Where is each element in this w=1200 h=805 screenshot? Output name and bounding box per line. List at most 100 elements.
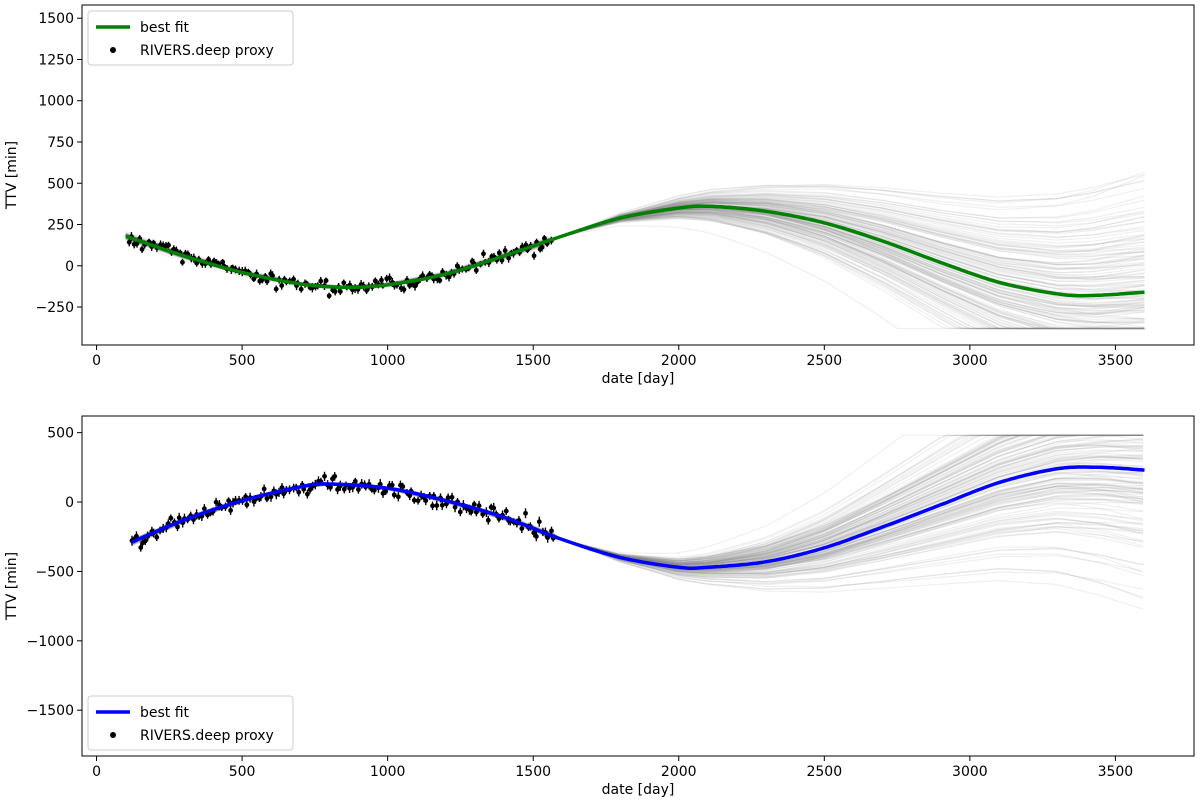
data-point [337, 289, 343, 294]
chart-panel-top: 0 500 1000 1500 2000 2500 3000 3500 −250 0 250 500 7… [4, 4, 1195, 387]
data-point [491, 505, 497, 511]
legend-marker-swatch [110, 732, 116, 738]
data-point [261, 486, 267, 492]
x-axis-label: date [day] [602, 782, 675, 798]
legend: best fit RIVERS.deep proxy [87, 10, 294, 66]
data-point [279, 283, 285, 288]
data-point [481, 251, 486, 257]
data-point [400, 484, 406, 489]
data-point [531, 253, 537, 259]
legend-label: RIVERS.deep proxy [140, 728, 274, 744]
data-point [356, 487, 361, 492]
data-point [206, 257, 211, 262]
data-point [228, 507, 234, 513]
data-point [318, 278, 324, 284]
x-tick-label: 1500 [515, 764, 551, 780]
data-point [264, 496, 270, 501]
data-point [395, 494, 401, 500]
data-point [389, 482, 395, 488]
data-point [445, 495, 451, 501]
chart-panel-bottom: 0 500 1000 1500 2000 2500 3000 3500 −1500 −1000 −5… [4, 415, 1195, 798]
data-point [420, 273, 426, 278]
data-point [506, 255, 512, 261]
data-point [454, 263, 460, 269]
data-point [307, 487, 313, 493]
y-tick-label: 750 [47, 135, 74, 151]
data-point [328, 484, 333, 490]
data-point [412, 283, 418, 289]
data-point [401, 287, 407, 292]
data-point [281, 491, 287, 497]
plot-area [129, 434, 1146, 610]
y-tick-label: 1500 [38, 11, 74, 27]
data-point [499, 257, 505, 263]
x-tick-label: 0 [92, 353, 101, 369]
data-point [341, 280, 347, 286]
data-point [326, 293, 332, 299]
y-tick-label: −250 [36, 300, 74, 316]
axes-frame [81, 415, 1195, 757]
data-point [503, 508, 509, 514]
x-tick-label: 3500 [1098, 353, 1134, 369]
data-point [364, 287, 369, 293]
x-tick-label: 3000 [952, 353, 988, 369]
x-tick-label: 2500 [806, 764, 842, 780]
y-tick-label: 1000 [38, 94, 74, 110]
data-point [383, 489, 389, 494]
y-tick-label: 500 [47, 426, 74, 442]
data-point [539, 244, 545, 250]
legend-marker-swatch [110, 47, 116, 53]
plot-area [125, 171, 1145, 330]
data-point [446, 274, 452, 280]
data-point [371, 487, 377, 493]
data-point [430, 503, 435, 509]
data-point [332, 473, 338, 479]
legend-box [87, 10, 294, 66]
data-point [468, 509, 474, 515]
x-tick-label: 500 [229, 764, 256, 780]
data-point [434, 503, 440, 508]
x-tick-label: 500 [229, 353, 256, 369]
data-point [175, 524, 180, 530]
x-tick-label: 2000 [661, 353, 697, 369]
data-point [457, 509, 463, 515]
data-point [268, 494, 274, 500]
y-tick-label: 250 [47, 218, 74, 234]
data-point [176, 515, 182, 521]
y-tick-label: −500 [36, 564, 74, 580]
data-point [415, 498, 421, 504]
data-point [473, 267, 479, 273]
x-axis-label: date [day] [602, 371, 675, 387]
data-point [533, 533, 539, 539]
y-tick-label: −1000 [27, 634, 74, 650]
data-point [480, 511, 486, 517]
data-point [134, 533, 139, 539]
data-point [449, 494, 455, 500]
legend-label: RIVERS.deep proxy [140, 43, 274, 59]
data-point [273, 286, 279, 292]
data-point [542, 235, 547, 241]
y-tick-label: 0 [65, 495, 74, 511]
data-point [523, 242, 529, 248]
legend: best fit RIVERS.deep proxy [87, 695, 294, 751]
data-point [126, 239, 132, 245]
data-point [411, 497, 417, 503]
data-point [379, 277, 384, 283]
sample-curve [125, 171, 1145, 287]
data-point [213, 499, 219, 505]
data-point [168, 515, 174, 521]
sample-curve [125, 174, 1145, 287]
data-point [452, 504, 458, 510]
data-point [502, 248, 508, 253]
data-point [139, 246, 145, 252]
data-point [154, 534, 160, 540]
data-point [471, 501, 477, 507]
data-point [536, 519, 542, 525]
y-tick-label: 1250 [38, 52, 74, 68]
legend-box [87, 695, 294, 751]
x-tick-label: 2500 [806, 353, 842, 369]
data-point [519, 526, 525, 531]
data-point [270, 273, 275, 278]
data-point [335, 487, 340, 492]
data-point [437, 278, 443, 283]
